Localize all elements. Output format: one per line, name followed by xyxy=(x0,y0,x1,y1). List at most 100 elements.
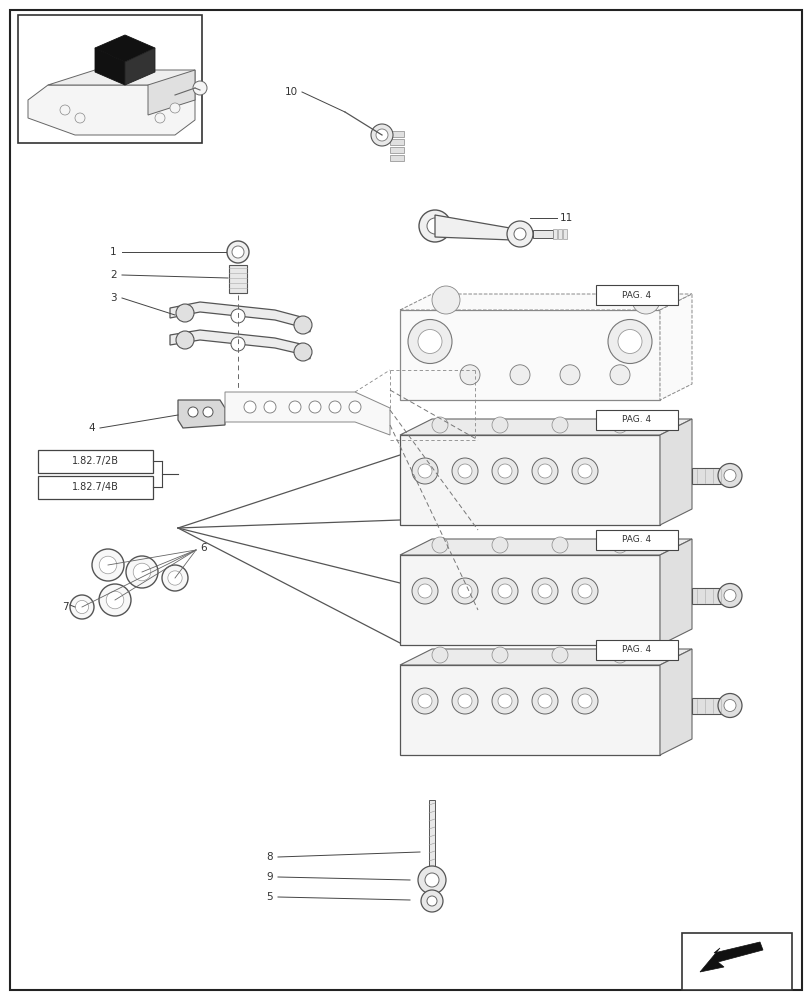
Bar xyxy=(562,229,566,239)
Circle shape xyxy=(551,417,568,433)
Circle shape xyxy=(577,464,591,478)
Circle shape xyxy=(457,464,471,478)
Circle shape xyxy=(289,401,301,413)
Text: 4: 4 xyxy=(88,423,95,433)
Bar xyxy=(428,800,435,872)
Text: PAG. 4: PAG. 4 xyxy=(622,536,650,544)
Bar xyxy=(691,587,726,603)
Circle shape xyxy=(491,688,517,714)
Bar xyxy=(595,530,677,550)
Circle shape xyxy=(723,700,735,712)
Circle shape xyxy=(371,124,393,146)
Polygon shape xyxy=(400,310,659,400)
Circle shape xyxy=(551,537,568,553)
Circle shape xyxy=(497,694,512,708)
Circle shape xyxy=(230,309,245,323)
Bar xyxy=(557,229,561,239)
Circle shape xyxy=(491,647,508,663)
Circle shape xyxy=(427,896,436,906)
Circle shape xyxy=(491,537,508,553)
Text: 9: 9 xyxy=(266,872,272,882)
Polygon shape xyxy=(400,555,659,645)
Circle shape xyxy=(188,407,198,417)
Circle shape xyxy=(571,578,597,604)
Bar xyxy=(681,933,791,990)
Circle shape xyxy=(631,286,659,314)
Circle shape xyxy=(577,694,591,708)
Circle shape xyxy=(717,584,741,607)
Bar xyxy=(38,476,152,499)
Circle shape xyxy=(531,578,557,604)
Text: 6: 6 xyxy=(200,543,206,553)
Text: 1.82.7/2B: 1.82.7/2B xyxy=(71,456,118,466)
Text: 8: 8 xyxy=(266,852,272,862)
Circle shape xyxy=(227,241,249,263)
Circle shape xyxy=(577,584,591,598)
Circle shape xyxy=(162,565,188,591)
Circle shape xyxy=(491,578,517,604)
Circle shape xyxy=(611,537,627,553)
Circle shape xyxy=(176,304,194,322)
Circle shape xyxy=(203,407,212,417)
Circle shape xyxy=(133,563,151,581)
Circle shape xyxy=(571,458,597,484)
Circle shape xyxy=(424,873,439,887)
Bar xyxy=(389,147,404,153)
Circle shape xyxy=(717,464,741,488)
Polygon shape xyxy=(400,435,659,525)
Bar xyxy=(389,139,404,145)
Polygon shape xyxy=(400,294,691,310)
Bar xyxy=(18,15,202,143)
Circle shape xyxy=(506,221,532,247)
Circle shape xyxy=(611,647,627,663)
Bar xyxy=(389,155,404,161)
Circle shape xyxy=(723,470,735,482)
Circle shape xyxy=(193,81,207,95)
Circle shape xyxy=(264,401,276,413)
Circle shape xyxy=(560,365,579,385)
Circle shape xyxy=(617,330,642,354)
Circle shape xyxy=(232,246,243,258)
Polygon shape xyxy=(169,330,310,359)
Circle shape xyxy=(538,464,551,478)
Bar xyxy=(595,410,677,430)
Circle shape xyxy=(427,218,443,234)
Circle shape xyxy=(230,337,245,351)
Circle shape xyxy=(407,320,452,363)
Circle shape xyxy=(411,458,437,484)
Circle shape xyxy=(418,584,431,598)
Circle shape xyxy=(538,694,551,708)
Circle shape xyxy=(420,890,443,912)
Polygon shape xyxy=(169,302,310,332)
Circle shape xyxy=(99,556,117,574)
Polygon shape xyxy=(659,419,691,525)
Text: 5: 5 xyxy=(266,892,272,902)
Circle shape xyxy=(491,458,517,484)
Polygon shape xyxy=(178,400,225,428)
Text: PAG. 4: PAG. 4 xyxy=(622,290,650,300)
Text: PAG. 4: PAG. 4 xyxy=(622,646,650,654)
Text: 10: 10 xyxy=(285,87,298,97)
Circle shape xyxy=(418,464,431,478)
Circle shape xyxy=(155,113,165,123)
Circle shape xyxy=(431,537,448,553)
Circle shape xyxy=(460,365,479,385)
Text: 1.82.7/4B: 1.82.7/4B xyxy=(71,482,118,492)
Polygon shape xyxy=(95,35,155,62)
Polygon shape xyxy=(48,70,195,100)
Circle shape xyxy=(70,595,94,619)
Circle shape xyxy=(168,571,182,585)
Circle shape xyxy=(411,688,437,714)
Polygon shape xyxy=(28,85,195,135)
Text: PAG. 4: PAG. 4 xyxy=(622,416,650,424)
Text: 7: 7 xyxy=(62,602,69,612)
Polygon shape xyxy=(659,649,691,755)
Text: 1: 1 xyxy=(109,247,117,257)
Circle shape xyxy=(418,694,431,708)
Bar xyxy=(691,468,726,484)
Polygon shape xyxy=(400,649,691,665)
Bar xyxy=(691,698,726,714)
Bar xyxy=(532,230,552,238)
Circle shape xyxy=(176,331,194,349)
Circle shape xyxy=(75,600,88,614)
